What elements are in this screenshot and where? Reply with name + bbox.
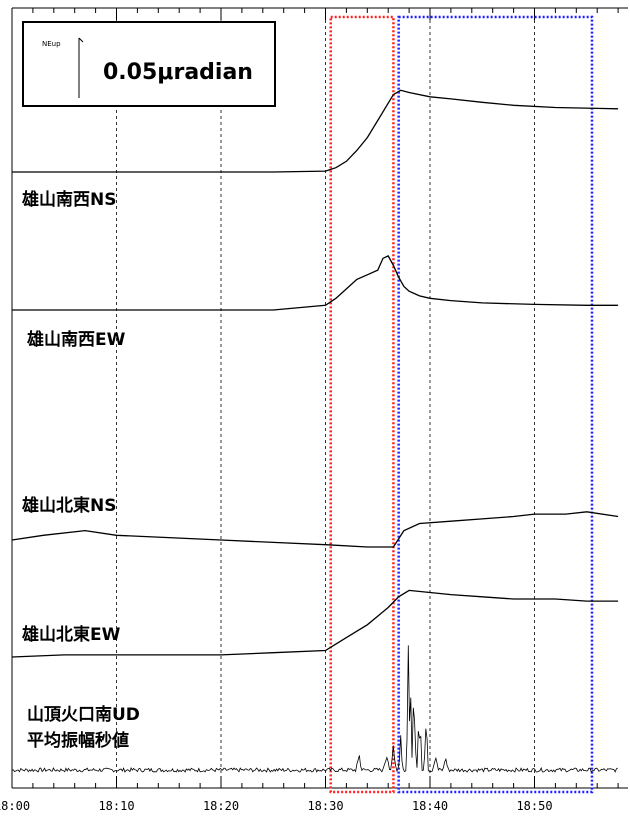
series-label-4-line-0: 山頂火口南UD: [27, 704, 140, 725]
time-axis-labels: 18:00 18:10 18:20 18:30 18:40 18:50: [0, 799, 553, 813]
series-label-1: 雄山南西EW: [26, 329, 126, 350]
series-line-4: [11, 645, 618, 773]
highlight-window-1: [397, 15, 594, 794]
tick-label: 18:10: [98, 799, 134, 813]
tick-label: 18:20: [203, 799, 239, 813]
series-label-4-line-1: 平均振幅秒値: [27, 730, 129, 751]
series-traces: [11, 89, 619, 773]
series-line-3: [11, 589, 619, 658]
time-axis-ticks: [11, 8, 619, 788]
scale-value-label: 0.05μradian: [103, 60, 253, 85]
tick-label: 18:50: [516, 799, 552, 813]
series-label-3: 雄山北東EW: [21, 624, 121, 645]
series-label-2: 雄山北東NS: [21, 495, 116, 516]
scale-bar-box: NEup 0.05μradian: [22, 21, 276, 107]
highlight-windows: [329, 15, 594, 794]
scale-orientation-label: NEup: [42, 40, 61, 48]
time-gridlines: [116, 8, 535, 788]
series-label-0: 雄山南西NS: [21, 189, 116, 210]
series-labels: 雄山南西NS 雄山南西EW 雄山北東NS 雄山北東EW 山頂火口南UD 平均振幅秒値: [21, 189, 140, 751]
series-line-1: [12, 255, 619, 311]
highlight-window-0: [329, 15, 395, 794]
tick-label: 18:30: [307, 799, 343, 813]
series-line-2: [11, 511, 619, 548]
tick-label: 18:00: [0, 799, 30, 813]
tick-label: 18:40: [412, 799, 448, 813]
plot-frame: [11, 7, 628, 789]
series-line-0: [12, 89, 619, 173]
